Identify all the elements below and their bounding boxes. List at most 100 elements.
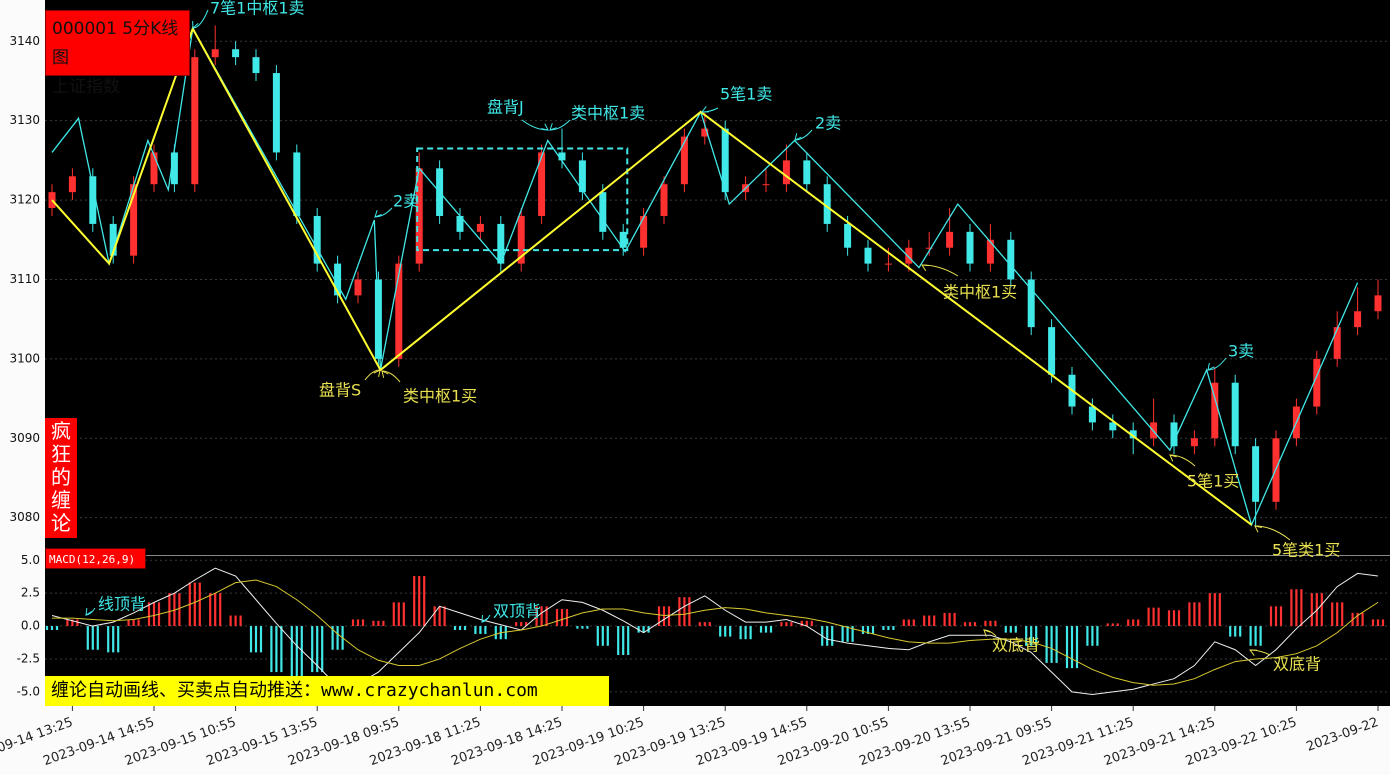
arrow-head: [549, 123, 557, 131]
candle-body: [721, 128, 729, 193]
y-tick-label: 3090: [9, 431, 40, 445]
candle-body: [130, 184, 138, 256]
arrow-head: [541, 123, 549, 131]
annotation-arrow: [381, 370, 401, 383]
candle-body: [619, 231, 627, 248]
candle-body: [1088, 406, 1096, 423]
candle-body: [925, 247, 933, 249]
banner: 缠论自动画线、买卖点自动推送：www.crazychanlun.com: [45, 676, 609, 706]
candle-body: [89, 176, 97, 224]
arrow-head: [700, 106, 710, 113]
arrow-head: [1169, 454, 1177, 462]
candle-body: [252, 57, 260, 74]
annotation-arrow: [192, 9, 209, 29]
y-tick-label: 3120: [9, 193, 40, 207]
candle-body: [415, 168, 423, 264]
annotation: 5笔1买: [1187, 472, 1239, 491]
candle-body: [823, 184, 831, 224]
annotation-arrow: [1254, 525, 1291, 541]
candle-body: [803, 160, 811, 185]
candle-body: [1333, 327, 1341, 359]
candle-body: [395, 263, 403, 359]
arrow-head: [374, 210, 382, 218]
candle-body: [578, 160, 586, 193]
candle-body: [1109, 422, 1117, 431]
candle-body: [170, 152, 178, 185]
annotation: 2卖: [815, 114, 841, 133]
candle-body: [680, 136, 688, 185]
annotation: 2卖: [393, 192, 419, 211]
candle-body: [946, 231, 954, 248]
candle-body: [109, 223, 117, 256]
annotation: 线顶背: [98, 595, 146, 614]
candle-body: [986, 239, 994, 264]
candle-body: [762, 184, 770, 186]
candle-body: [191, 57, 199, 185]
y-tick-label: -2.5: [17, 651, 40, 665]
arrow-head: [921, 264, 930, 272]
y-tick-label: -5.0: [17, 684, 40, 698]
candle-body: [640, 215, 648, 248]
annotation: 类中枢1卖: [571, 104, 645, 123]
candle-body: [150, 152, 158, 185]
macd-title: MACD(12,26,9): [45, 548, 146, 569]
arrow-head: [1254, 525, 1262, 533]
y-tick-label: 2.5: [21, 586, 40, 600]
arrow-head: [481, 614, 489, 623]
y-tick-label: 3100: [9, 351, 40, 365]
candle-body: [1007, 239, 1015, 280]
macd-line: [51, 567, 1379, 695]
candle-body: [1231, 382, 1239, 447]
pivot-zone: [416, 147, 629, 252]
annotation: 7笔1中枢1卖: [210, 0, 305, 18]
candle-body: [1048, 327, 1056, 375]
y-tick-label: 3130: [9, 113, 40, 127]
candle-body: [782, 160, 790, 185]
candle-body: [1170, 422, 1178, 447]
annotation: 类中枢1买: [403, 387, 477, 406]
arrow-head: [373, 369, 381, 377]
candle-body: [313, 215, 321, 264]
candle-body: [293, 152, 301, 216]
candle-body: [497, 223, 505, 264]
candle-body: [68, 176, 76, 193]
candle-body: [599, 192, 607, 232]
arrow-head: [192, 20, 199, 30]
candle-body: [232, 49, 240, 58]
candle-body: [1190, 438, 1198, 447]
candle-body: [476, 223, 484, 232]
candle-body: [1252, 446, 1260, 502]
candle-body: [905, 247, 913, 264]
chart-title: 000001 5分K线图: [52, 19, 179, 68]
arrow-head: [983, 629, 991, 637]
arrow-head: [1248, 649, 1258, 656]
candle-body: [517, 215, 525, 264]
side-label: 疯狂的缠论: [45, 418, 77, 538]
arrow-head: [1207, 363, 1215, 371]
chart-subtitle: 上证指数: [52, 77, 120, 97]
candle-body: [660, 184, 668, 216]
candle-body: [701, 128, 709, 137]
annotation: 双底背: [992, 636, 1040, 655]
arrow-head: [794, 133, 802, 141]
candle-body: [558, 152, 566, 161]
plot-background: [45, 0, 1390, 706]
annotation-arrow: [1207, 357, 1227, 371]
candle-body: [1211, 382, 1219, 439]
annotation: 双底背: [1273, 655, 1321, 674]
segment-line: [51, 26, 1253, 526]
stroke-line: [51, 26, 1359, 527]
macd-line: [52, 579, 1379, 686]
candle-body: [844, 223, 852, 248]
annotation: 盘背S: [319, 381, 361, 400]
y-tick-label: 3140: [9, 34, 40, 48]
annotation: 5笔类1买: [1272, 541, 1340, 560]
x-tick-label: 2023-09-22: [1304, 715, 1380, 755]
arrow-head: [381, 370, 389, 378]
y-tick-label: 3110: [9, 272, 40, 286]
candle-body: [864, 247, 872, 264]
y-tick-label: 5.0: [21, 553, 40, 567]
y-tick-label: 3080: [9, 510, 40, 524]
